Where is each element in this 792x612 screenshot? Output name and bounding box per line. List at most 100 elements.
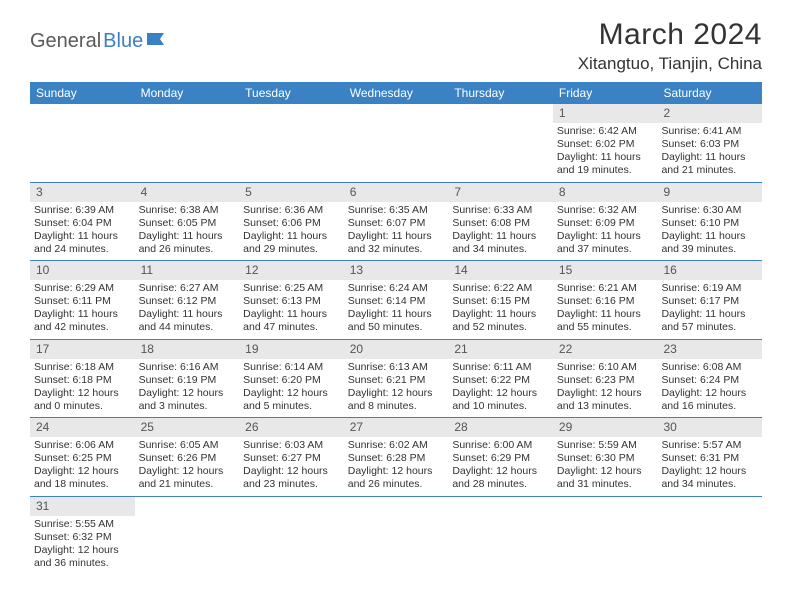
daylight-text: and 44 minutes. (139, 321, 236, 334)
day-number: 15 (553, 261, 658, 280)
daylight-text: Daylight: 11 hours (661, 230, 758, 243)
daylight-text: Daylight: 11 hours (557, 308, 654, 321)
week-row: 10Sunrise: 6:29 AMSunset: 6:11 PMDayligh… (30, 261, 762, 340)
daylight-text: Daylight: 12 hours (661, 387, 758, 400)
day-number: 22 (553, 340, 658, 359)
daylight-text: Daylight: 11 hours (348, 308, 445, 321)
day-number: 28 (448, 418, 553, 437)
sunrise-text: Sunrise: 6:30 AM (661, 204, 758, 217)
weekday-header: Wednesday (344, 82, 449, 104)
daylight-text: and 31 minutes. (557, 478, 654, 491)
day-number: 1 (553, 104, 658, 123)
sunrise-text: Sunrise: 6:41 AM (661, 125, 758, 138)
day-number: 11 (135, 261, 240, 280)
sunset-text: Sunset: 6:12 PM (139, 295, 236, 308)
day-cell: 9 Sunrise: 6:30 AMSunset: 6:10 PMDaylight… (657, 183, 762, 261)
sunset-text: Sunset: 6:05 PM (139, 217, 236, 230)
daylight-text: Daylight: 12 hours (557, 465, 654, 478)
weekday-header: Saturday (657, 82, 762, 104)
day-number: 2 (657, 104, 762, 123)
sunrise-text: Sunrise: 6:19 AM (661, 282, 758, 295)
daylight-text: and 47 minutes. (243, 321, 340, 334)
daylight-text: Daylight: 11 hours (557, 230, 654, 243)
day-cell: 21Sunrise: 6:11 AMSunset: 6:22 PMDayligh… (448, 340, 553, 418)
day-cell: 4 Sunrise: 6:38 AMSunset: 6:05 PMDaylight… (135, 183, 240, 261)
empty-cell (135, 497, 240, 575)
sunset-text: Sunset: 6:04 PM (34, 217, 131, 230)
empty-cell (135, 104, 240, 182)
sunrise-text: Sunrise: 6:38 AM (139, 204, 236, 217)
daylight-text: Daylight: 12 hours (348, 387, 445, 400)
day-number: 4 (135, 183, 240, 202)
week-row: 24Sunrise: 6:06 AMSunset: 6:25 PMDayligh… (30, 418, 762, 497)
sunset-text: Sunset: 6:21 PM (348, 374, 445, 387)
day-cell: 20Sunrise: 6:13 AMSunset: 6:21 PMDayligh… (344, 340, 449, 418)
daylight-text: and 50 minutes. (348, 321, 445, 334)
empty-cell (344, 497, 449, 575)
sunset-text: Sunset: 6:28 PM (348, 452, 445, 465)
day-number: 19 (239, 340, 344, 359)
day-number: 13 (344, 261, 449, 280)
flag-icon (146, 31, 168, 47)
sunset-text: Sunset: 6:06 PM (243, 217, 340, 230)
day-number: 8 (553, 183, 658, 202)
daylight-text: Daylight: 12 hours (34, 387, 131, 400)
sunrise-text: Sunrise: 6:42 AM (557, 125, 654, 138)
sunrise-text: Sunrise: 6:06 AM (34, 439, 131, 452)
day-cell: 25Sunrise: 6:05 AMSunset: 6:26 PMDayligh… (135, 418, 240, 496)
weeks-container: 1 Sunrise: 6:42 AMSunset: 6:02 PM Daylight… (30, 104, 762, 574)
daylight-text: and 28 minutes. (452, 478, 549, 491)
day-number: 18 (135, 340, 240, 359)
day-cell: 28Sunrise: 6:00 AMSunset: 6:29 PMDayligh… (448, 418, 553, 496)
empty-cell (344, 104, 449, 182)
day-cell: 6Sunrise: 6:35 AMSunset: 6:07 PMDaylight… (344, 183, 449, 261)
weekday-header: Thursday (448, 82, 553, 104)
day-cell: 15Sunrise: 6:21 AMSunset: 6:16 PMDayligh… (553, 261, 658, 339)
sunset-text: Sunset: 6:30 PM (557, 452, 654, 465)
weekday-header: Tuesday (239, 82, 344, 104)
day-number: 21 (448, 340, 553, 359)
daylight-text: Daylight: 11 hours (452, 308, 549, 321)
sunrise-text: Sunrise: 6:32 AM (557, 204, 654, 217)
daylight-text: and 3 minutes. (139, 400, 236, 413)
day-number: 29 (553, 418, 658, 437)
sunset-text: Sunset: 6:03 PM (661, 138, 758, 151)
daylight-text: and 26 minutes. (139, 243, 236, 256)
sunset-text: Sunset: 6:10 PM (661, 217, 758, 230)
day-cell: 5Sunrise: 6:36 AMSunset: 6:06 PMDaylight… (239, 183, 344, 261)
daylight-text: Daylight: 12 hours (243, 387, 340, 400)
sunset-text: Sunset: 6:31 PM (661, 452, 758, 465)
day-number: 17 (30, 340, 135, 359)
daylight-text: and 5 minutes. (243, 400, 340, 413)
sunset-text: Sunset: 6:20 PM (243, 374, 340, 387)
daylight-text: Daylight: 12 hours (139, 387, 236, 400)
calendar: SundayMondayTuesdayWednesdayThursdayFrid… (30, 82, 762, 574)
daylight-text: and 0 minutes. (34, 400, 131, 413)
day-number: 24 (30, 418, 135, 437)
day-number: 16 (657, 261, 762, 280)
day-number: 25 (135, 418, 240, 437)
daylight-text: Daylight: 12 hours (243, 465, 340, 478)
logo-text-blue: Blue (103, 30, 143, 53)
sunset-text: Sunset: 6:02 PM (557, 138, 654, 151)
sunset-text: Sunset: 6:18 PM (34, 374, 131, 387)
sunset-text: Sunset: 6:11 PM (34, 295, 131, 308)
day-cell: 2Sunrise: 6:41 AMSunset: 6:03 PMDaylight… (657, 104, 762, 182)
sunrise-text: Sunrise: 6:24 AM (348, 282, 445, 295)
title-block: March 2024 Xitangtuo, Tianjin, China (578, 18, 762, 74)
header: GeneralBlue March 2024 Xitangtuo, Tianji… (30, 18, 762, 74)
daylight-text: Daylight: 11 hours (243, 230, 340, 243)
sunrise-text: Sunrise: 6:21 AM (557, 282, 654, 295)
daylight-text: and 18 minutes. (34, 478, 131, 491)
empty-cell (239, 104, 344, 182)
daylight-text: Daylight: 11 hours (139, 230, 236, 243)
daylight-text: and 29 minutes. (243, 243, 340, 256)
sunset-text: Sunset: 6:17 PM (661, 295, 758, 308)
day-number: 10 (30, 261, 135, 280)
sunrise-text: Sunrise: 6:03 AM (243, 439, 340, 452)
sunrise-text: Sunrise: 5:59 AM (557, 439, 654, 452)
day-number: 27 (344, 418, 449, 437)
daylight-text: and 57 minutes. (661, 321, 758, 334)
daylight-text: and 36 minutes. (34, 557, 131, 570)
day-number: 9 (657, 183, 762, 202)
